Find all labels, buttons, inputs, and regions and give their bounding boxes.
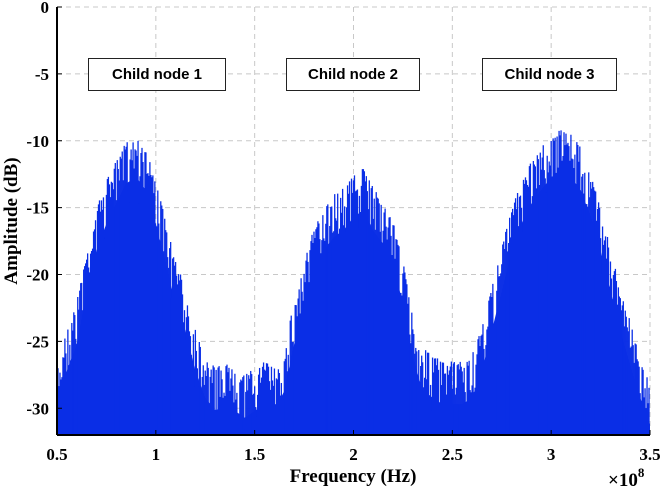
x-tick-label: 1 (152, 445, 161, 464)
annotation-child-node-2: Child node 2 (286, 58, 420, 91)
x-tick-label: 2.5 (442, 445, 463, 464)
annotation-child-node-3: Child node 3 (482, 58, 617, 91)
x-tick-label: 0.5 (46, 445, 67, 464)
x-axis-label: Frequency (Hz) (290, 466, 417, 487)
y-tick-label: -10 (26, 132, 49, 151)
y-tick-label: -5 (35, 65, 49, 84)
y-tick-label: -25 (26, 332, 49, 351)
annotation-child-node-1: Child node 1 (88, 58, 226, 91)
spectrum-series (56, 130, 650, 435)
y-tick-label: -15 (26, 199, 49, 218)
x-tick-label: 1.5 (244, 445, 265, 464)
y-tick-label: 0 (41, 0, 50, 17)
ticks: 0.5 1 1.5 2 2.5 3 3.5 0 -5 -10 -15 -20 -25 -30 (26, 0, 660, 464)
y-axis-label: Amplitude (dB) (1, 157, 22, 284)
y-tick-label: -20 (26, 266, 49, 285)
x-multiplier: ×108 (608, 465, 645, 491)
y-tick-label: -30 (26, 399, 49, 418)
x-tick-label: 3 (547, 445, 556, 464)
x-tick-label: 3.5 (639, 445, 660, 464)
x-multiplier-base: ×10 (608, 470, 638, 491)
x-multiplier-exp: 8 (638, 465, 645, 480)
x-tick-label: 2 (349, 445, 358, 464)
